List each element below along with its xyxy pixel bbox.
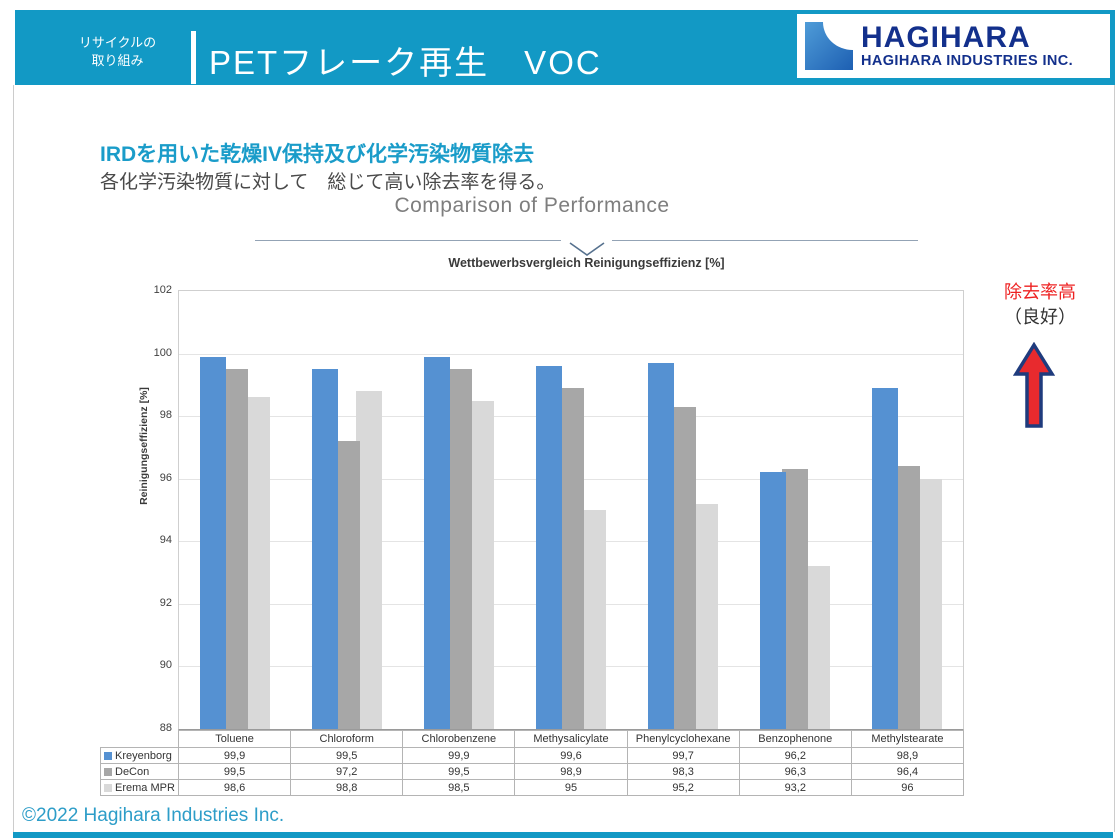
y-tick-label: 92: [159, 596, 172, 609]
category-header: Toluene: [177, 730, 292, 748]
value-cell: 96,2: [738, 747, 852, 764]
chart-subtitle: Wettbewerbsvergleich Reinigungseffizienz…: [448, 256, 725, 270]
value-cell: 98,5: [402, 779, 516, 796]
y-tick-label: 98: [159, 409, 172, 422]
value-cell: 98,6: [177, 779, 292, 796]
value-cell: 98,8: [290, 779, 404, 796]
up-arrow-icon: [1013, 342, 1055, 428]
value-cell: 98,9: [850, 747, 965, 764]
header-tab-line2: 取り組み: [91, 53, 144, 68]
slide-border-right: [1114, 85, 1115, 832]
header-tab-label: リサイクルの 取り組み: [45, 34, 190, 70]
bar-kreyenborg: [760, 472, 786, 729]
bar-decon: [894, 466, 920, 729]
bar-decon: [558, 388, 584, 729]
logo-texts: HAGIHARA HAGIHARA INDUSTRIES INC.: [861, 21, 1074, 70]
slide-bottom-bar: [13, 832, 1113, 838]
logo-name: HAGIHARA: [861, 21, 1031, 54]
legend-cell-kreyenborg: Kreyenborg: [100, 747, 179, 764]
bar-kreyenborg: [312, 369, 338, 729]
value-cell: 98,9: [514, 763, 628, 780]
category-header: Methysalicylate: [514, 730, 628, 748]
bar-decon: [446, 369, 472, 729]
value-cell: 99,5: [402, 763, 516, 780]
value-cell: 99,7: [626, 747, 740, 764]
bar-erema-mpr: [468, 400, 494, 729]
chart-title: Comparison of Performance: [394, 194, 670, 217]
category-header: Chlorobenzene: [402, 730, 516, 748]
bar-decon: [222, 369, 248, 729]
bar-erema-mpr: [580, 510, 606, 729]
bar-erema-mpr: [356, 391, 382, 729]
table-row: DeCon 99,5 97,2 99,5 98,9 98,3 96,3 96,4: [100, 763, 965, 780]
category-header: Benzophenone: [738, 730, 852, 748]
slide-subheading: 各化学汚染物質に対して 総じて高い除去率を得る。: [100, 172, 556, 193]
category-header: Chloroform: [290, 730, 404, 748]
y-tick-label: 100: [153, 346, 172, 359]
y-tick-label: 96: [159, 471, 172, 484]
bar-kreyenborg: [424, 356, 450, 729]
value-cell: 95,2: [626, 779, 740, 796]
bar-erema-mpr: [916, 478, 942, 729]
value-cell: 99,5: [290, 747, 404, 764]
logo-subtitle: HAGIHARA INDUSTRIES INC.: [861, 53, 1074, 69]
annotation-high-removal: 除去率高: [1004, 282, 1076, 302]
bar-erema-mpr: [692, 503, 718, 729]
chart-data-table: Toluene Chloroform Chlorobenzene Methysalic…: [100, 730, 965, 796]
gridline: [179, 353, 963, 355]
category-header: Methylstearate: [850, 730, 965, 748]
legend-swatch-icon: [104, 751, 112, 760]
bar-decon: [782, 469, 808, 729]
bar-kreyenborg: [200, 356, 226, 729]
slide-border-left: [13, 85, 14, 832]
header-divider: [191, 31, 196, 84]
legend-cell-erema-mpr: Erema MPR: [100, 779, 179, 796]
value-cell: 93,2: [738, 779, 852, 796]
page-title: PETフレーク再生 VOC: [209, 44, 602, 81]
table-row: Erema MPR 98,6 98,8 98,5 95 95,2 93,2 96: [100, 779, 965, 796]
bar-erema-mpr: [244, 397, 270, 729]
value-cell: 96: [850, 779, 965, 796]
plot-area: [178, 290, 964, 730]
annotation-good: （良好）: [1004, 307, 1076, 327]
divider-line-right: [612, 240, 918, 241]
bar-erema-mpr: [804, 566, 830, 729]
bar-decon: [334, 441, 360, 729]
y-tick-label: 94: [159, 534, 172, 547]
value-cell: 96,3: [738, 763, 852, 780]
slide-heading: IRDを用いた乾燥IV保持及び化学汚染物質除去: [100, 143, 535, 166]
y-tick-label: 102: [153, 284, 172, 296]
bar-kreyenborg: [872, 388, 898, 729]
bar-kreyenborg: [536, 366, 562, 729]
value-cell: 98,3: [626, 763, 740, 780]
bar-decon: [670, 406, 696, 729]
legend-cell-decon: DeCon: [100, 763, 179, 780]
value-cell: 99,5: [177, 763, 292, 780]
header-tab-line1: リサイクルの: [78, 35, 157, 50]
legend-swatch-icon: [104, 767, 112, 776]
table-corner-cell: [100, 730, 179, 748]
y-tick-label: 90: [159, 659, 172, 672]
table-row: Kreyenborg 99,9 99,5 99,9 99,6 99,7 96,2 98,9: [100, 747, 965, 764]
company-logo: HAGIHARA HAGIHARA INDUSTRIES INC.: [797, 14, 1110, 78]
value-cell: 99,6: [514, 747, 628, 764]
value-cell: 97,2: [290, 763, 404, 780]
value-cell: 95: [514, 779, 628, 796]
category-header: Phenylcyclohexane: [626, 730, 740, 748]
hagihara-logo-icon: [805, 22, 853, 70]
value-cell: 96,4: [850, 763, 965, 780]
legend-swatch-icon: [104, 783, 112, 792]
bar-kreyenborg: [648, 362, 674, 729]
value-cell: 99,9: [177, 747, 292, 764]
chevron-down-icon: [569, 242, 605, 256]
value-cell: 99,9: [402, 747, 516, 764]
y-axis-ticks: 88 90 92 94 96 98 100 102: [100, 284, 172, 734]
copyright-text: ©2022 Hagihara Industries Inc.: [22, 805, 285, 826]
divider-line-left: [255, 240, 561, 241]
y-axis-title: Reinigungseffizienz [%]: [138, 387, 150, 505]
